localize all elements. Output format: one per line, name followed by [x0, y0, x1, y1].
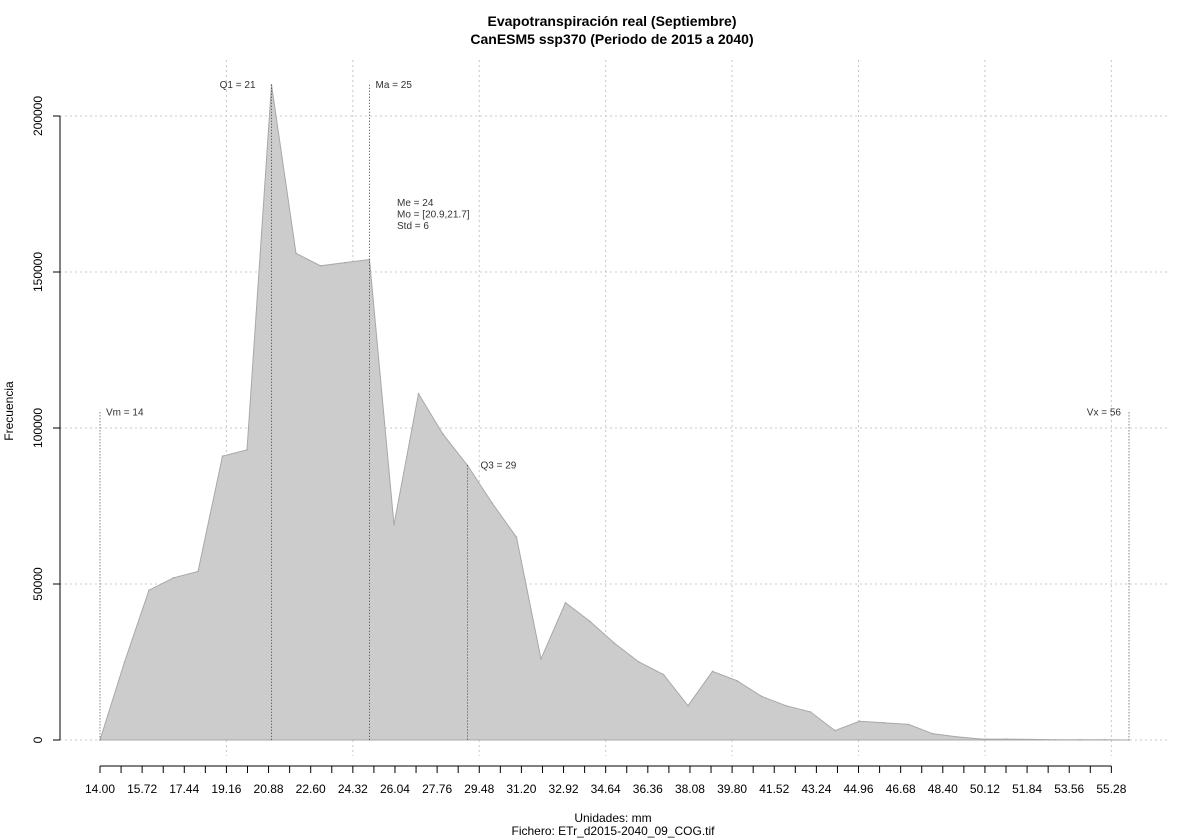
y-tick-label: 100000 [31, 408, 45, 448]
data-point [687, 704, 689, 707]
x-tick-label: 38.08 [675, 782, 705, 796]
vx-label: Vx = 56 [1087, 407, 1122, 418]
y-tick-label: 150000 [31, 252, 45, 292]
data-point [319, 265, 322, 267]
y-tick-label: 50000 [31, 567, 45, 601]
data-point [809, 711, 812, 713]
data-point [564, 601, 567, 604]
q1-label: Q1 = 21 [220, 80, 256, 91]
data-point [613, 642, 616, 645]
x-tick-label: 55.28 [1096, 782, 1126, 796]
x-tick-label: 26.04 [380, 782, 410, 796]
x-tick-label: 15.72 [127, 782, 157, 796]
frequency-area [99, 84, 1130, 741]
data-point [344, 261, 346, 264]
data-point [148, 589, 150, 591]
x-tick-label: 53.56 [1054, 782, 1084, 796]
data-point [662, 673, 665, 676]
mode-label: Mo = [20.9,21.7] [397, 210, 470, 221]
x-tick-label: 50.12 [970, 782, 1000, 796]
x-tick-label: 51.84 [1012, 782, 1042, 796]
data-point [956, 736, 959, 738]
data-point [1103, 738, 1106, 741]
x-tick-label: 48.40 [928, 782, 958, 796]
data-point [491, 502, 493, 504]
q3-label: Q3 = 29 [481, 460, 517, 471]
data-point [834, 729, 836, 732]
x-tick-label: 36.36 [633, 782, 663, 796]
data-point [246, 449, 248, 451]
chart-title: Evapotranspiración real (Septiembre) [488, 13, 737, 29]
x-tick-label: 20.88 [254, 782, 284, 796]
x-tick-label: 39.80 [717, 782, 747, 796]
data-point [540, 658, 542, 660]
data-point [981, 738, 983, 740]
data-point [1054, 738, 1057, 741]
data-point [589, 620, 591, 623]
plot-area: Vm = 14 Q1 = 21 Ma = 25 Q3 = 29 Vx = 56 Me = … [31, 60, 1170, 796]
x-tick-label: 41.52 [759, 782, 789, 796]
data-point [858, 720, 861, 723]
data-point [638, 661, 640, 663]
x-tick-label: 44.96 [844, 782, 874, 796]
chart-subtitle: CanESM5 ssp370 (Periodo de 2015 a 2040) [470, 31, 753, 47]
x-tick-label: 17.44 [169, 782, 199, 796]
data-point [760, 695, 763, 698]
data-point [393, 523, 395, 526]
data-point [1005, 738, 1008, 740]
source-file-label: Fichero: ETr_d2015-2040_09_COG.tif [512, 824, 716, 838]
x-tick-label: 31.20 [506, 782, 536, 796]
x-tick-label: 46.68 [886, 782, 916, 796]
y-axis-title: Frecuencia [2, 381, 16, 441]
median-label: Me = 24 [397, 198, 434, 209]
x-tick-label: 24.32 [338, 782, 368, 796]
x-tick-label: 14.00 [85, 782, 115, 796]
vm-label: Vm = 14 [106, 407, 144, 418]
x-tick-label: 27.76 [422, 782, 452, 796]
x-axis-title: Unidades: mm [574, 811, 651, 825]
data-point [932, 733, 934, 735]
data-point [515, 536, 518, 538]
data-point [197, 570, 199, 573]
data-point [442, 433, 444, 436]
data-point [172, 577, 175, 579]
x-tick-label: 29.48 [464, 782, 494, 796]
data-point [1030, 738, 1032, 741]
y-tick-label: 200000 [31, 96, 45, 136]
x-tick-label: 43.24 [801, 782, 831, 796]
data-point [711, 670, 714, 673]
data-point [907, 723, 910, 726]
y-tick-label: 0 [31, 736, 45, 743]
data-point [1079, 738, 1081, 741]
data-point [221, 455, 224, 457]
data-point [123, 661, 126, 663]
x-tick-label: 19.16 [211, 782, 241, 796]
data-point [736, 679, 738, 682]
std-label: Std = 6 [397, 221, 429, 232]
data-point [417, 392, 420, 395]
data-point [785, 704, 787, 707]
data-point [295, 252, 297, 255]
x-tick-label: 32.92 [549, 782, 579, 796]
ma-label: Ma = 25 [376, 80, 413, 91]
x-tick-label: 22.60 [296, 782, 326, 796]
data-point [883, 722, 885, 724]
x-tick-label: 34.64 [591, 782, 621, 796]
